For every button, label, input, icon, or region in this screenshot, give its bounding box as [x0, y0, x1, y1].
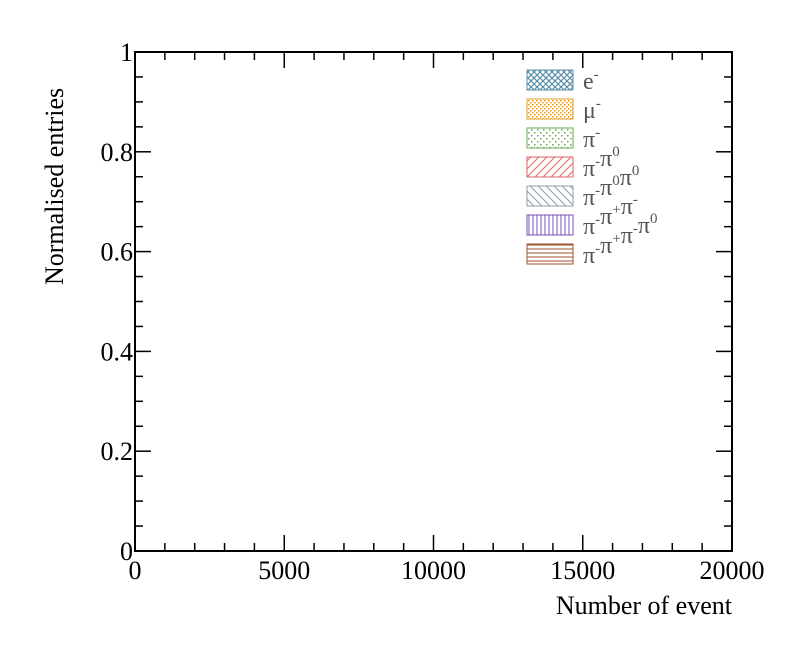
y-tick-label: 0.8	[101, 138, 134, 167]
legend-swatch	[526, 214, 574, 236]
legend-label: π-π0π0	[583, 163, 639, 211]
x-tick-label: 5000	[258, 556, 310, 585]
legend-item: e-	[526, 67, 599, 95]
legend-label: π-π+π-π0	[583, 211, 657, 269]
legend-label: μ-	[583, 96, 601, 124]
legend-item: π-π0	[526, 144, 620, 182]
y-tick-label: 0.6	[101, 238, 134, 267]
legend-swatch	[526, 69, 574, 91]
axis-ticks	[134, 51, 733, 552]
legend-item: μ-	[526, 96, 601, 124]
legend-item: π-π+π-π0	[526, 211, 657, 269]
y-tick-label: 1	[120, 38, 133, 67]
legend-swatch	[526, 98, 574, 120]
y-axis-title: Normalised entries	[40, 88, 69, 285]
plot-frame	[134, 51, 733, 552]
y-tick-label: 0.2	[101, 437, 134, 466]
x-axis-title: Number of event	[556, 591, 733, 620]
legend-label: π-π+π-	[583, 192, 638, 240]
legend-swatch	[526, 185, 574, 207]
x-tick-label: 0	[129, 556, 142, 585]
y-tick-label: 0	[120, 537, 133, 566]
x-tick-label: 20000	[700, 556, 765, 585]
legend-swatch	[526, 243, 574, 265]
x-tick-label: 10000	[401, 556, 466, 585]
legend-swatch	[526, 156, 574, 178]
legend-label: π-π0	[583, 144, 620, 182]
legend-item: π-π+π-	[526, 192, 638, 240]
legend-label: e-	[583, 67, 599, 95]
y-tick-label: 0.4	[101, 337, 134, 366]
tick-labels: 0 5000 10000 15000 20000 0 0.2 0.4 0.6 0.8 1	[101, 38, 765, 585]
legend-item: π-π0π0	[526, 163, 639, 211]
legend-swatch	[526, 127, 574, 149]
legend-label: π-	[583, 125, 600, 153]
x-tick-label: 15000	[550, 556, 615, 585]
legend-item: π-	[526, 125, 600, 153]
